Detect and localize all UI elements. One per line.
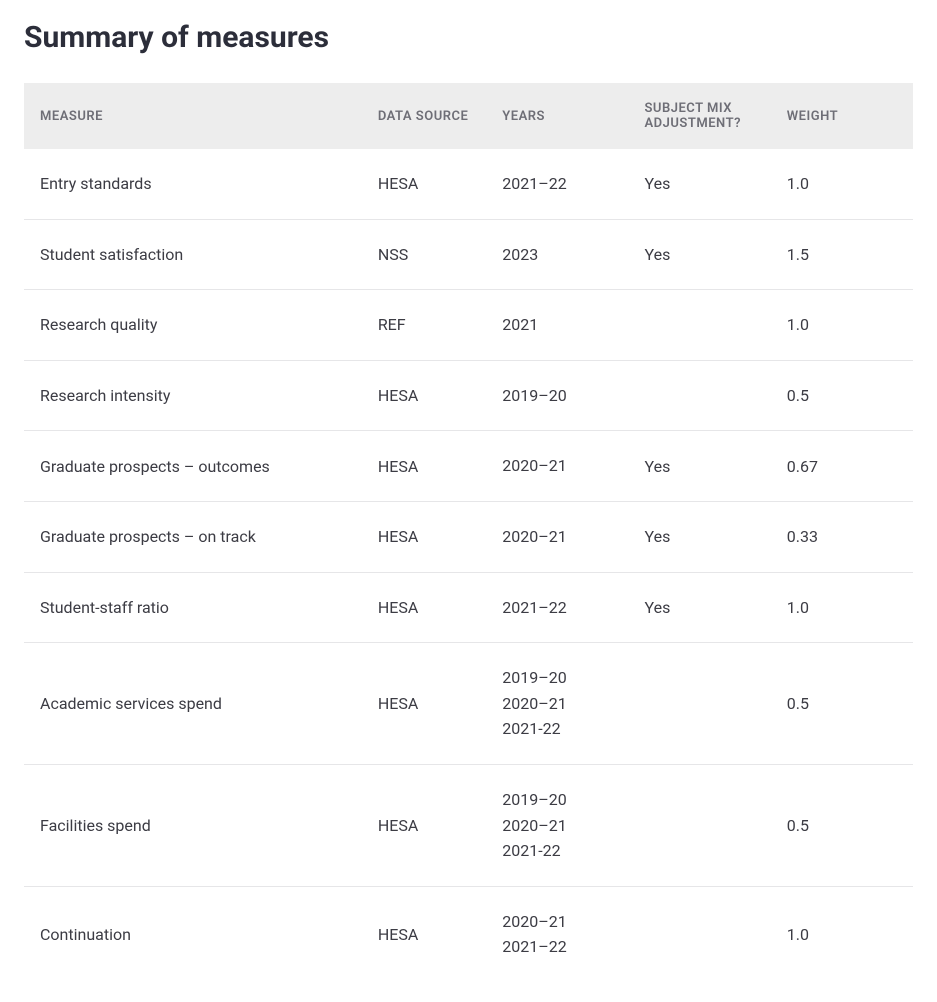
years-line: 2020–21 (502, 813, 612, 839)
cell-years: 2023 (486, 219, 628, 290)
years-line: 2020–21 (502, 691, 612, 717)
cell-weight: 1.0 (771, 149, 913, 219)
measures-table: MEASURE DATA SOURCE YEARS SUBJECT MIX AD… (24, 83, 913, 982)
cell-years: 2019–202020–212021-22 (486, 764, 628, 886)
years-line: 2021 (502, 312, 612, 338)
col-header-measure: MEASURE (24, 83, 362, 149)
cell-measure: Student-staff ratio (24, 572, 362, 643)
cell-years: 2021–22 (486, 149, 628, 219)
cell-adjust (629, 360, 771, 431)
cell-adjust (629, 764, 771, 886)
cell-measure: Student satisfaction (24, 219, 362, 290)
years-line: 2020–21 (502, 453, 612, 479)
cell-source: HESA (362, 501, 486, 572)
years-line: 2020–21 (502, 909, 612, 935)
cell-weight: 0.33 (771, 501, 913, 572)
table-row: Graduate prospects – outcomesHESA 2020–21… (24, 431, 913, 502)
cell-years: 2019–202020–212021-22 (486, 643, 628, 765)
cell-weight: 0.5 (771, 764, 913, 886)
cell-adjust: Yes (629, 431, 771, 502)
cell-adjust (629, 290, 771, 361)
cell-measure: Graduate prospects – on track (24, 501, 362, 572)
years-line: 2021–22 (502, 595, 612, 621)
cell-weight: 1.0 (771, 886, 913, 982)
years-line: 2021-22 (502, 716, 612, 742)
page-title: Summary of measures (24, 20, 913, 55)
cell-source: HESA (362, 149, 486, 219)
cell-years: 2019–20 (486, 360, 628, 431)
table-row: Facilities spendHESA2019–202020–212021-2… (24, 764, 913, 886)
table-row: Research intensityHESA 2019–20 0.5 (24, 360, 913, 431)
cell-source: HESA (362, 886, 486, 982)
years-line: 2023 (502, 242, 612, 268)
cell-years: 2020–21 (486, 431, 628, 502)
col-header-adjust: SUBJECT MIX ADJUSTMENT? (629, 83, 771, 149)
cell-years: 2020–21 (486, 501, 628, 572)
cell-adjust (629, 886, 771, 982)
cell-measure: Research intensity (24, 360, 362, 431)
cell-source: HESA (362, 643, 486, 765)
years-line: 2019–20 (502, 383, 612, 409)
cell-adjust: Yes (629, 501, 771, 572)
cell-years: 2021–22 (486, 572, 628, 643)
table-row: Entry standardsHESA 2021–22 Yes1.0 (24, 149, 913, 219)
cell-source: NSS (362, 219, 486, 290)
cell-adjust: Yes (629, 219, 771, 290)
cell-weight: 1.0 (771, 572, 913, 643)
cell-source: REF (362, 290, 486, 361)
cell-measure: Research quality (24, 290, 362, 361)
years-line: 2021-22 (502, 838, 612, 864)
cell-weight: 1.5 (771, 219, 913, 290)
table-row: Academic services spendHESA2019–202020–2… (24, 643, 913, 765)
cell-source: HESA (362, 431, 486, 502)
years-line: 2019–20 (502, 665, 612, 691)
col-header-weight: WEIGHT (771, 83, 913, 149)
table-row: Research qualityREF 2021 1.0 (24, 290, 913, 361)
years-line: 2021–22 (502, 934, 612, 960)
table-row: Student-staff ratioHESA 2021–22 Yes1.0 (24, 572, 913, 643)
cell-weight: 0.5 (771, 360, 913, 431)
years-line: 2020–21 (502, 524, 612, 550)
cell-adjust: Yes (629, 149, 771, 219)
table-row: ContinuationHESA2020–212021–221.0 (24, 886, 913, 982)
cell-weight: 1.0 (771, 290, 913, 361)
table-header-row: MEASURE DATA SOURCE YEARS SUBJECT MIX AD… (24, 83, 913, 149)
cell-weight: 0.5 (771, 643, 913, 765)
cell-measure: Continuation (24, 886, 362, 982)
years-line: 2021–22 (502, 171, 612, 197)
cell-measure: Graduate prospects – outcomes (24, 431, 362, 502)
cell-adjust: Yes (629, 572, 771, 643)
cell-measure: Entry standards (24, 149, 362, 219)
cell-measure: Facilities spend (24, 764, 362, 886)
years-line: 2019–20 (502, 787, 612, 813)
table-row: Graduate prospects – on trackHESA 2020–21… (24, 501, 913, 572)
table-row: Student satisfactionNSS 2023 Yes1.5 (24, 219, 913, 290)
cell-source: HESA (362, 572, 486, 643)
col-header-years: YEARS (486, 83, 628, 149)
cell-source: HESA (362, 360, 486, 431)
cell-years: 2021 (486, 290, 628, 361)
cell-measure: Academic services spend (24, 643, 362, 765)
cell-weight: 0.67 (771, 431, 913, 502)
cell-years: 2020–212021–22 (486, 886, 628, 982)
cell-adjust (629, 643, 771, 765)
col-header-source: DATA SOURCE (362, 83, 486, 149)
cell-source: HESA (362, 764, 486, 886)
